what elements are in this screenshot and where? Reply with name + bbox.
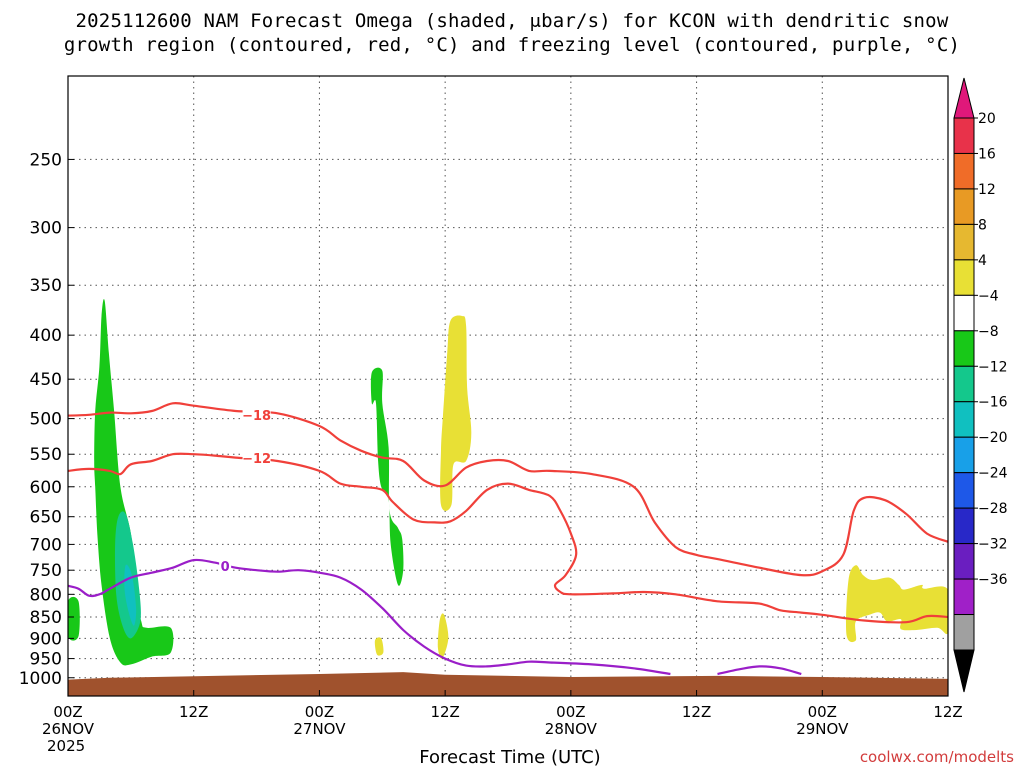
colorbar-segment-6 bbox=[953, 330, 975, 367]
colorbar-label-5: −4 bbox=[978, 288, 999, 304]
colorbar-segment-13 bbox=[953, 578, 975, 616]
x-tick-label-0-0: 00Z bbox=[53, 703, 82, 721]
colorbar-label-0: 20 bbox=[978, 111, 996, 127]
colorbar-label-3: 8 bbox=[978, 217, 987, 233]
contour-label-bg-2 bbox=[219, 558, 232, 574]
colorbar: 20 16 12 8 4 −4 −8 −12 −16 −20 −24 −28 −32 −36 bbox=[953, 77, 1008, 693]
contour-2 bbox=[68, 558, 671, 676]
colorbar-segment-10 bbox=[953, 472, 975, 509]
plot-area bbox=[68, 76, 948, 696]
colorbar-label-7: −12 bbox=[978, 359, 1008, 375]
contour-label-bg-0 bbox=[242, 407, 271, 423]
omega-region-6 bbox=[374, 637, 384, 656]
contour-label-bg-1 bbox=[242, 450, 271, 466]
x-tick-label-72-1: 29NOV bbox=[796, 720, 849, 738]
x-tick-label-84-0: 12Z bbox=[933, 703, 962, 721]
x-tick-label-24-1: 27NOV bbox=[293, 720, 346, 738]
y-tick-label-950: 950 bbox=[30, 650, 62, 670]
x-tick-label-48-1: 28NOV bbox=[545, 720, 598, 738]
x-tick-label-0-1: 26NOV bbox=[42, 720, 95, 738]
y-tick-label-700: 700 bbox=[30, 535, 62, 555]
x-tick-label-60-0: 12Z bbox=[682, 703, 711, 721]
colorbar-bottom-arrow bbox=[953, 649, 975, 693]
plot-frame bbox=[67, 75, 949, 697]
omega-region-2 bbox=[370, 367, 404, 586]
colorbar-label-9: −20 bbox=[978, 430, 1008, 446]
terrain-fill bbox=[68, 672, 948, 696]
y-tick-label-900: 900 bbox=[30, 629, 62, 649]
y-tick-label-450: 450 bbox=[30, 370, 62, 390]
y-tick-label-550: 550 bbox=[30, 445, 62, 465]
colorbar-segment-4 bbox=[953, 259, 975, 296]
colorbar-segment-3 bbox=[953, 223, 975, 261]
colorbar-segment-11 bbox=[953, 507, 975, 545]
colorbar-segment-8 bbox=[953, 401, 975, 438]
contour-0 bbox=[68, 401, 948, 577]
chart-title-line-2: growth region (contoured, red, °C) and f… bbox=[63, 34, 961, 56]
y-tick-label-1000: 1000 bbox=[19, 669, 62, 689]
omega-region-7 bbox=[437, 613, 449, 659]
contour-3 bbox=[717, 665, 802, 676]
colorbar-label-6: −8 bbox=[978, 324, 999, 340]
colorbar-label-10: −24 bbox=[978, 466, 1008, 482]
y-tick-label-300: 300 bbox=[30, 219, 62, 239]
colorbar-segment-7 bbox=[953, 365, 975, 403]
colorbar-label-12: −32 bbox=[978, 537, 1008, 553]
y-tick-label-600: 600 bbox=[30, 478, 62, 498]
x-tick-label-48-0: 00Z bbox=[556, 703, 585, 721]
colorbar-label-1: 16 bbox=[978, 146, 996, 162]
y-tick-label-850: 850 bbox=[30, 608, 62, 628]
y-tick-label-250: 250 bbox=[30, 150, 62, 170]
x-tick-label-72-0: 00Z bbox=[808, 703, 837, 721]
colorbar-segment-14 bbox=[953, 614, 975, 651]
y-axis: 2503003504004505005506006507007508008509… bbox=[19, 150, 74, 689]
colorbar-segment-9 bbox=[953, 436, 975, 474]
colorbar-label-8: −16 bbox=[978, 395, 1008, 411]
contour-1 bbox=[68, 452, 948, 624]
terrain bbox=[68, 672, 948, 696]
y-tick-label-350: 350 bbox=[30, 276, 62, 296]
omega-region-8 bbox=[845, 565, 948, 643]
colorbar-segment-0 bbox=[953, 117, 975, 154]
y-tick-label-650: 650 bbox=[30, 508, 62, 528]
y-tick-label-400: 400 bbox=[30, 326, 62, 346]
contour-label-0: −18 bbox=[242, 409, 271, 424]
contour-label-1: −12 bbox=[242, 452, 271, 467]
colorbar-segment-5 bbox=[953, 294, 975, 332]
x-tick-label-24-0: 00Z bbox=[305, 703, 334, 721]
colorbar-label-13: −36 bbox=[978, 572, 1008, 588]
y-tick-label-750: 750 bbox=[30, 561, 62, 581]
x-tick-label-12-0: 12Z bbox=[179, 703, 208, 721]
contour-label-2: 0 bbox=[221, 560, 230, 575]
omega-region-0 bbox=[94, 299, 174, 666]
source-credit[interactable]: coolwx.com/modelts bbox=[859, 748, 1014, 766]
y-tick-label-800: 800 bbox=[30, 585, 62, 605]
colorbar-segment-1 bbox=[953, 152, 975, 190]
colorbar-segment-12 bbox=[953, 543, 975, 580]
y-tick-label-500: 500 bbox=[30, 410, 62, 430]
omega-region-5 bbox=[440, 315, 472, 511]
chart-title-line-1: 2025112600 NAM Forecast Omega (shaded, μ… bbox=[75, 10, 949, 32]
x-tick-label-0-2: 2025 bbox=[47, 737, 85, 755]
colorbar-segment-2 bbox=[953, 188, 975, 225]
grid bbox=[67, 76, 949, 696]
colorbar-top-arrow bbox=[953, 77, 975, 119]
x-tick-label-36-0: 12Z bbox=[430, 703, 459, 721]
omega-region-1 bbox=[68, 596, 80, 641]
colorbar-label-4: 4 bbox=[978, 253, 987, 269]
contours: −18 −12 0 bbox=[68, 401, 948, 676]
x-axis-label: Forecast Time (UTC) bbox=[419, 747, 601, 768]
colorbar-label-11: −28 bbox=[978, 501, 1008, 517]
colorbar-label-2: 12 bbox=[978, 182, 996, 198]
